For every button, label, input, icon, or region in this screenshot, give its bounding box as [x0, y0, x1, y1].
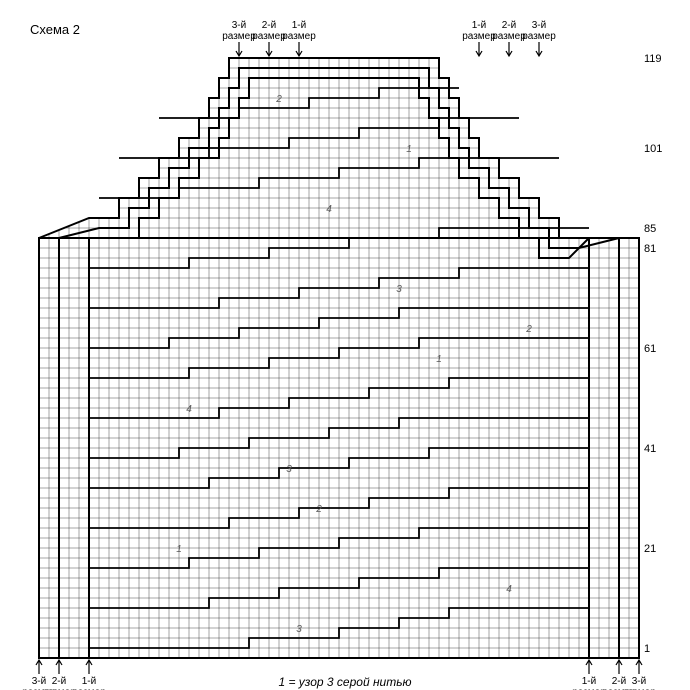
row-number: 41	[644, 443, 656, 455]
row-number: 1	[644, 643, 650, 655]
row-number: 21	[644, 543, 656, 555]
svg-text:размер: размер	[282, 31, 316, 42]
size-label-bottom: 3-й	[632, 676, 646, 687]
schema-title: Схема 2	[30, 22, 80, 37]
region-label: 2	[275, 94, 282, 105]
svg-text:размер: размер	[462, 31, 496, 42]
size-label-top: 2-й	[262, 20, 276, 31]
region-label: 1	[176, 544, 182, 555]
svg-text:размер: размер	[492, 31, 526, 42]
row-number: 85	[644, 223, 656, 235]
size-label-top: 1-й	[292, 20, 306, 31]
row-number: 119	[644, 53, 662, 65]
region-label: 4	[326, 204, 332, 215]
region-label: 2	[315, 504, 322, 515]
region-label: 1	[406, 144, 412, 155]
row-number: 101	[644, 143, 662, 155]
size-label-top: 3-й	[232, 20, 246, 31]
legend-line: 1 = узор 3 серой нитью	[278, 675, 411, 689]
region-label: 3	[296, 624, 302, 635]
row-number: 81	[644, 243, 656, 255]
knitting-schema: 341234123412119101858161412113-йразмер2-…	[0, 0, 690, 690]
size-label-bottom: 1-й	[82, 676, 96, 687]
region-label: 4	[186, 404, 192, 415]
size-label-bottom: 2-й	[612, 676, 626, 687]
size-label-top: 3-й	[532, 20, 546, 31]
region-label: 3	[286, 464, 292, 475]
svg-text:размер: размер	[522, 31, 556, 42]
svg-text:размер: размер	[252, 31, 286, 42]
region-label: 3	[396, 284, 402, 295]
size-label-bottom: 1-й	[582, 676, 596, 687]
region-label: 4	[506, 584, 512, 595]
region-label: 1	[436, 354, 442, 365]
size-label-top: 1-й	[472, 20, 486, 31]
row-number: 61	[644, 343, 656, 355]
svg-text:размер: размер	[222, 31, 256, 42]
size-label-top: 2-й	[502, 20, 516, 31]
size-label-bottom: 3-й	[32, 676, 46, 687]
size-label-bottom: 2-й	[52, 676, 66, 687]
region-label: 2	[525, 324, 532, 335]
